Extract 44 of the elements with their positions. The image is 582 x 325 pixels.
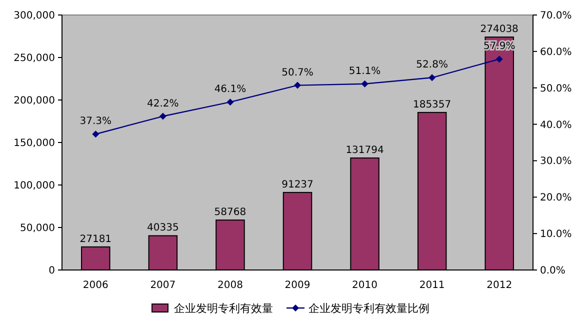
- y-tick-label: 0: [48, 266, 55, 276]
- x-tick-label: 2009: [284, 280, 310, 291]
- data-label: 58768: [214, 207, 246, 218]
- y2-tick-label: 0.0%: [540, 266, 566, 276]
- data-label: 50.7%: [282, 67, 314, 78]
- y-tick-label: 200,000: [14, 96, 55, 106]
- y2-tick-label: 30.0%: [540, 156, 572, 168]
- data-label: 51.1%: [348, 66, 381, 77]
- y2-tick-label: 50.0%: [540, 83, 572, 94]
- point: [159, 112, 166, 120]
- data-label: 91237: [282, 179, 314, 190]
- y2-tick-label: 60.0%: [540, 46, 572, 58]
- y2-tick-label: 10.0%: [540, 229, 572, 240]
- point: [496, 56, 503, 63]
- data-label: 40335: [147, 222, 179, 234]
- legend-label: 企业发明专利有效量: [174, 302, 273, 315]
- data-label: 46.1%: [214, 84, 246, 96]
- data-label: 274038: [480, 24, 518, 36]
- x-tick-label: 2008: [217, 280, 243, 291]
- data-label: 185357: [412, 99, 452, 110]
- x-tick-label: 2007: [150, 280, 176, 291]
- point: [92, 130, 100, 138]
- data-label: 52.8%: [416, 60, 448, 71]
- point: [294, 82, 301, 89]
- point: [361, 80, 368, 88]
- y-tick-label: 50,000: [20, 223, 55, 234]
- x-tick-label: 2006: [82, 280, 108, 291]
- y-tick-label: 250,000: [14, 53, 55, 64]
- y-tick-label: 150,000: [14, 138, 55, 149]
- legend-label: 企业发明专利有效量比例: [308, 302, 430, 315]
- data-label: 37.3%: [80, 116, 112, 128]
- x-tick-label: 2011: [419, 280, 445, 291]
- point: [226, 98, 234, 106]
- data-label: 42.2%: [147, 98, 179, 110]
- y2-tick-label: 40.0%: [540, 120, 572, 131]
- x-tick-label: 2012: [486, 280, 512, 291]
- point: [428, 74, 436, 82]
- data-label: 27181: [80, 234, 112, 245]
- y-tick-label: 300,000: [14, 10, 55, 22]
- y-tick-label: 100,000: [14, 180, 55, 192]
- x-tick-label: 2010: [352, 280, 378, 291]
- y2-tick-label: 20.0%: [540, 192, 572, 204]
- data-label: 131794: [346, 144, 384, 156]
- y2-tick-label: 70.0%: [540, 10, 572, 22]
